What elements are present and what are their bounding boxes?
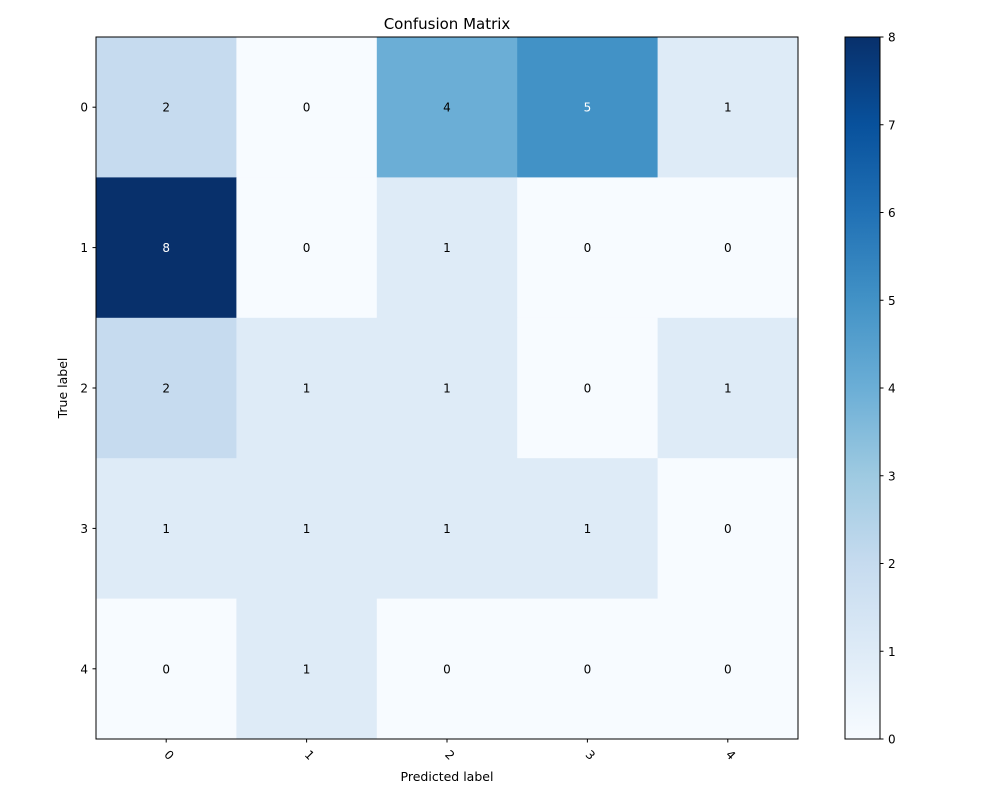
y-tick-label: 0	[80, 101, 88, 115]
y-tick-label: 2	[80, 382, 88, 396]
cell-value-label: 1	[162, 522, 170, 536]
cell-value-label: 0	[724, 662, 732, 676]
heatmap-cells	[96, 37, 799, 740]
cell-value-label: 0	[303, 101, 311, 115]
colorbar-tick-label: 2	[888, 557, 896, 571]
heatmap-cell	[657, 317, 799, 459]
colorbar-tick-label: 0	[888, 733, 896, 747]
colorbar-tick-label: 1	[888, 645, 896, 659]
heatmap-cell	[236, 317, 378, 459]
heatmap-cell	[376, 598, 518, 740]
cell-value-label: 1	[303, 662, 311, 676]
cell-value-label: 1	[724, 382, 732, 396]
heatmap-cell	[376, 317, 518, 459]
heatmap-cell	[657, 458, 799, 600]
y-tick-label: 3	[80, 522, 88, 536]
heatmap-cell	[376, 37, 518, 178]
cell-value-label: 1	[303, 522, 311, 536]
cell-value-label: 2	[162, 382, 170, 396]
cell-value-label: 0	[724, 241, 732, 255]
heatmap-cell	[96, 598, 237, 740]
cell-value-label: 4	[443, 101, 451, 115]
heatmap-cell	[236, 598, 378, 740]
y-axis-label: True label	[55, 358, 70, 420]
y-axis-ticks: 0 1 2 3 4	[80, 101, 96, 676]
cell-value-label: 1	[443, 522, 451, 536]
colorbar-tick-label: 8	[888, 31, 896, 45]
heatmap-cell	[96, 317, 237, 459]
heatmap-cell	[96, 458, 237, 600]
cell-value-label: 1	[303, 382, 311, 396]
cell-value-label: 1	[443, 382, 451, 396]
heatmap-cell	[96, 37, 237, 178]
cell-value-label: 5	[584, 101, 592, 115]
colorbar-tick-label: 6	[888, 206, 896, 220]
heatmap-cell	[517, 458, 659, 600]
colorbar-tick-label: 5	[888, 294, 896, 308]
heatmap-cell	[657, 177, 799, 319]
chart-title: Confusion Matrix	[384, 15, 511, 33]
colorbar-tick-label: 3	[888, 469, 896, 483]
cell-value-label: 2	[162, 101, 170, 115]
heatmap-cell	[657, 598, 799, 740]
cell-value-label: 0	[584, 241, 592, 255]
cell-value-label: 1	[724, 101, 732, 115]
cell-value-label: 0	[303, 241, 311, 255]
heatmap-cell-labels: 2 0 4 5 1 8 0 1 0 0 2 1 1 0 1 1 1 1 1 0 0 1 0 0 0	[162, 101, 731, 677]
heatmap-cell	[236, 177, 378, 319]
cell-value-label: 8	[162, 241, 170, 255]
heatmap-cell	[517, 37, 659, 178]
cell-value-label: 1	[443, 241, 451, 255]
cell-value-label: 0	[584, 382, 592, 396]
heatmap-cell	[236, 458, 378, 600]
heatmap-cell	[517, 177, 659, 319]
heatmap-cell	[657, 37, 799, 178]
cell-value-label: 0	[162, 662, 170, 676]
cell-value-label: 0	[443, 662, 451, 676]
colorbar-tick-label: 7	[888, 118, 896, 132]
y-tick-label: 4	[80, 662, 88, 676]
y-tick-label: 1	[80, 241, 88, 255]
heatmap-cell	[376, 177, 518, 319]
cell-value-label: 0	[724, 522, 732, 536]
colorbar	[844, 36, 881, 740]
cell-value-label: 0	[584, 662, 592, 676]
x-axis-label: Predicted label	[401, 769, 494, 784]
colorbar-tick-label: 4	[888, 382, 896, 396]
heatmap-cell	[517, 598, 659, 740]
heatmap-cell	[517, 317, 659, 459]
heatmap-cell	[376, 458, 518, 600]
cell-value-label: 1	[584, 522, 592, 536]
heatmap-cell	[236, 37, 378, 178]
colorbar-ticks: 0 1 2 3 4 5 6 7 8	[880, 31, 896, 747]
heatmap-cell	[96, 177, 237, 319]
